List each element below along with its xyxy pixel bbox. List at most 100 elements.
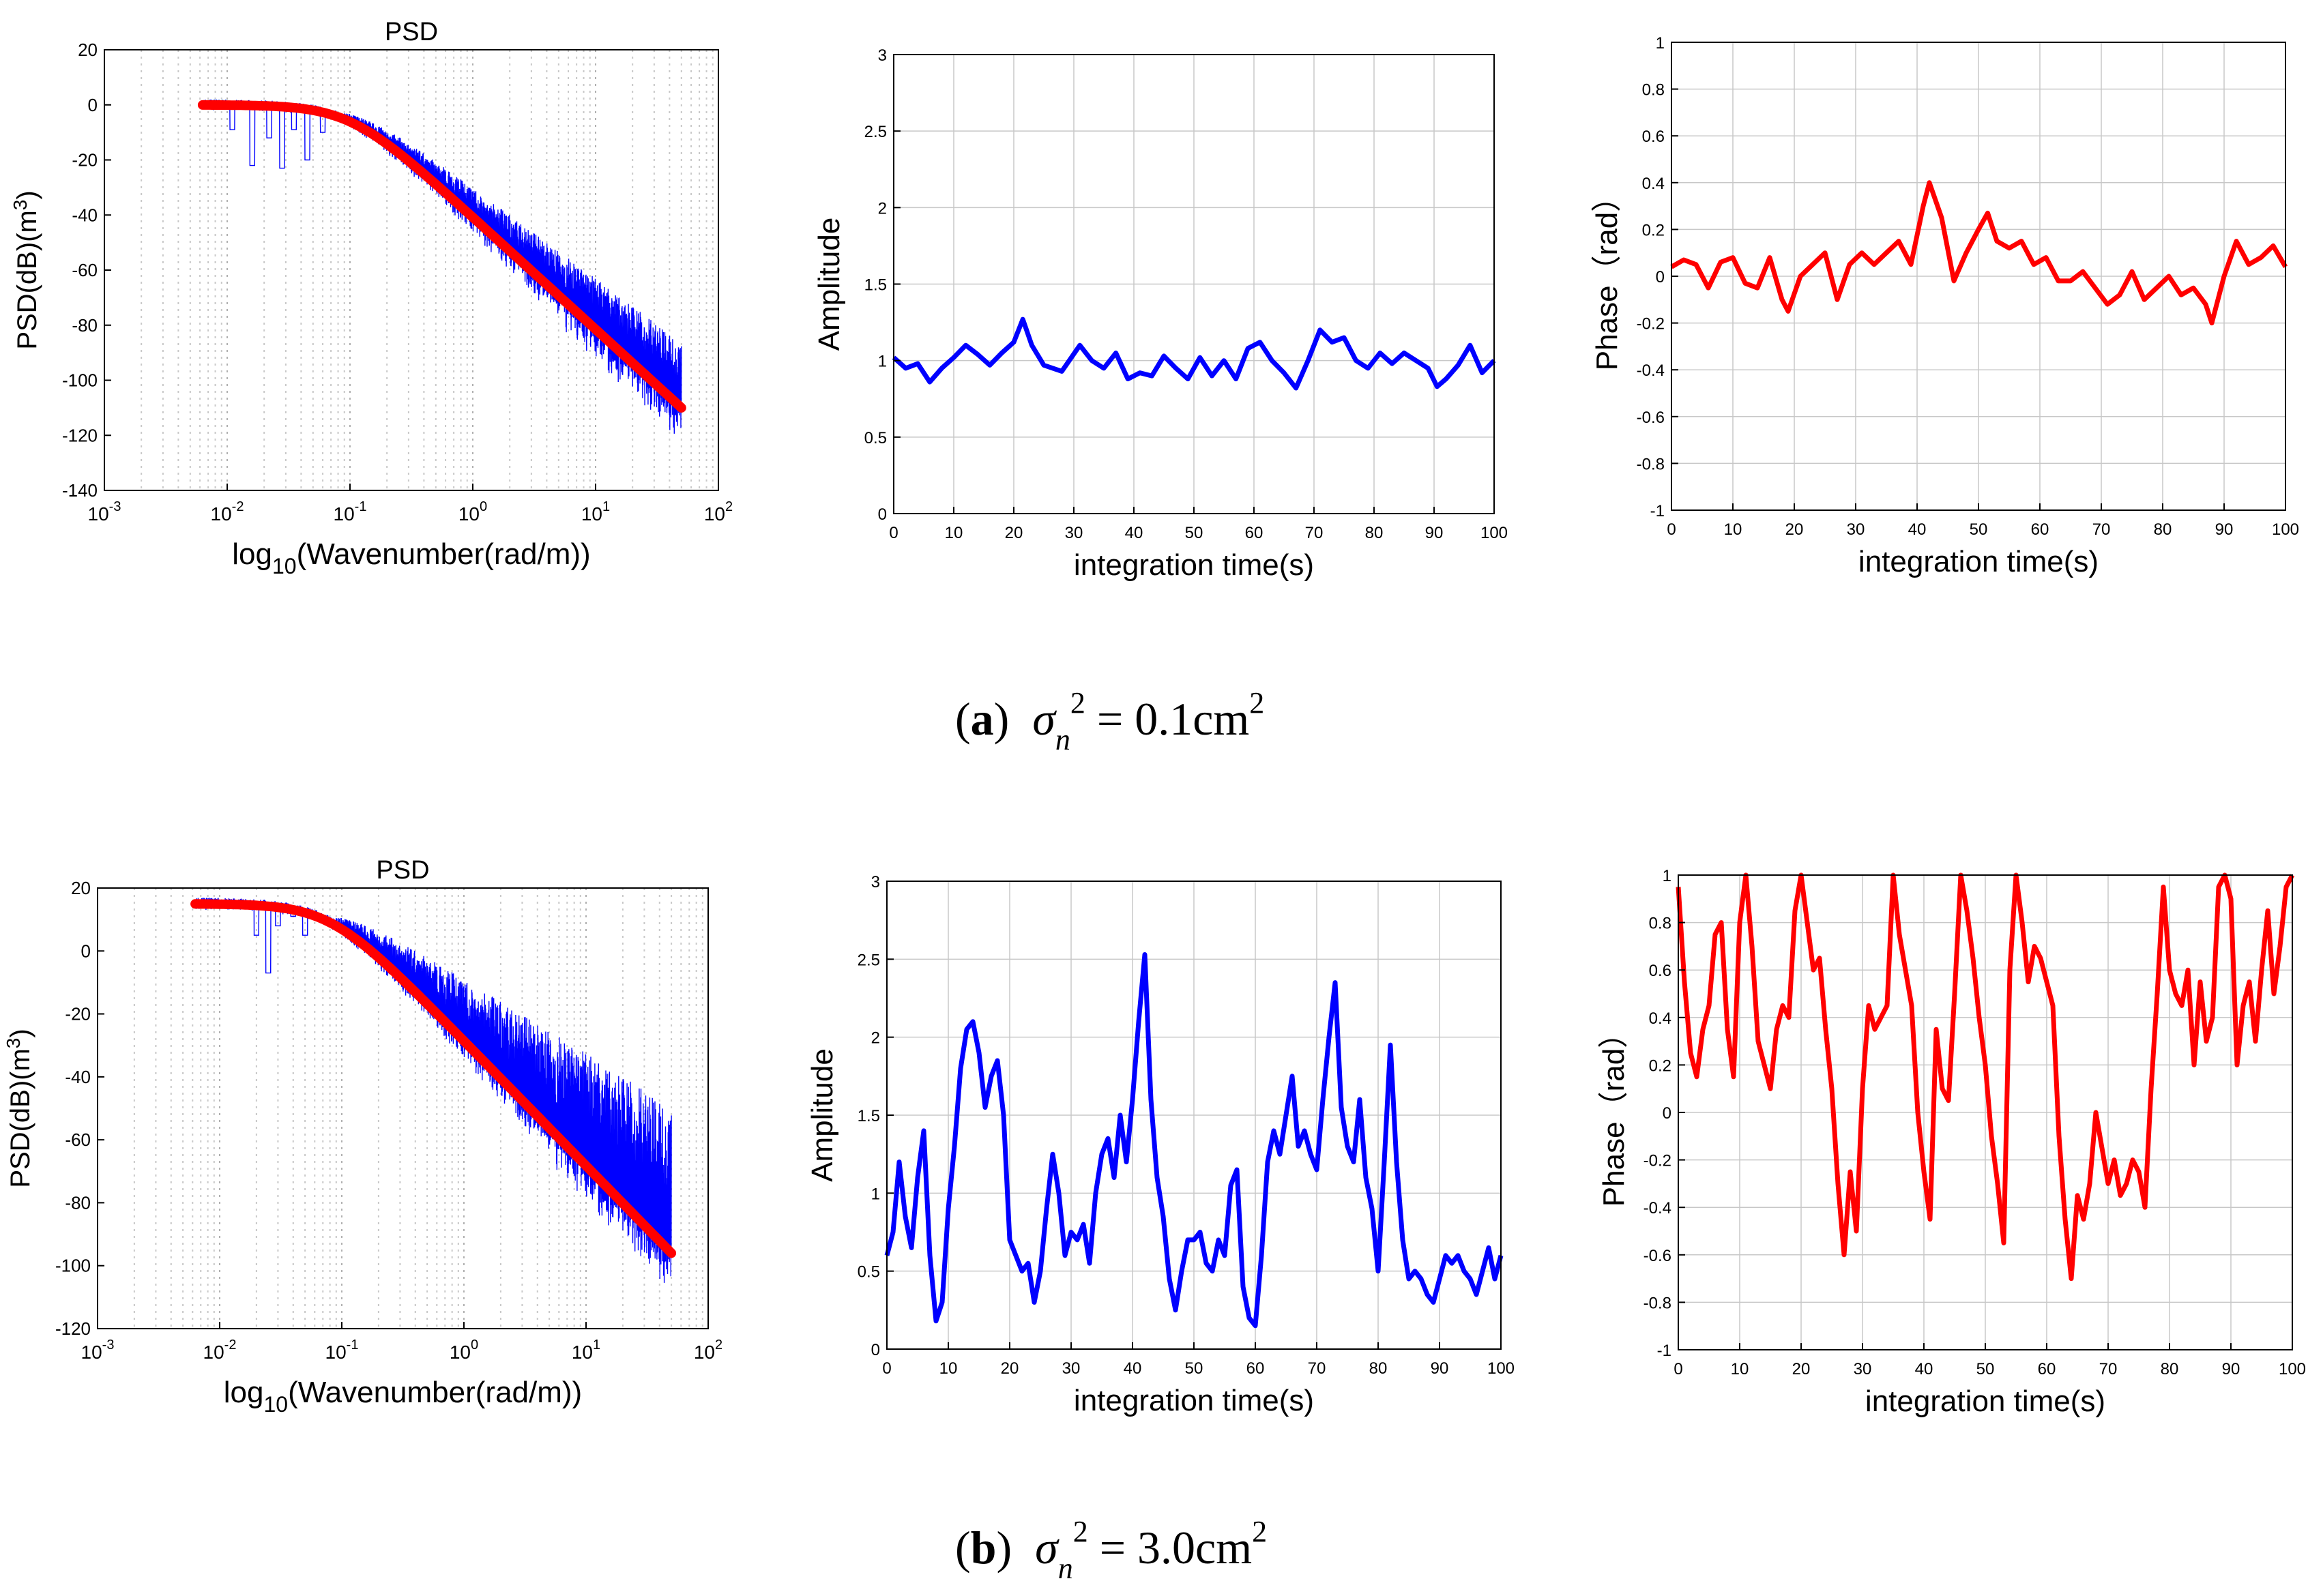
y-tick-label: 0 [878, 505, 887, 524]
y-tick-label: -1 [1657, 1342, 1671, 1360]
y-tick-label: -0.6 [1637, 409, 1665, 427]
x-tick-label: 10-2 [203, 1338, 237, 1363]
x-tick-label: 0 [882, 1359, 891, 1378]
x-tick-label: 40 [1915, 1360, 1933, 1378]
x-tick-label: 20 [1792, 1360, 1811, 1378]
x-tick-label: 60 [1246, 1359, 1265, 1378]
x-tick-label: 0 [1674, 1360, 1682, 1378]
x-axis-label: integration time(s) [1858, 545, 2099, 578]
x-tick-label: 20 [1005, 524, 1023, 542]
x-tick-label: 100 [450, 1338, 478, 1363]
chart-title: PSD [385, 18, 438, 46]
y-tick-label: -100 [62, 370, 98, 391]
y-tick-label: -80 [72, 315, 98, 336]
caption-value: 3.0cm [1137, 1522, 1253, 1573]
x-tick-label: 100 [458, 499, 487, 524]
y-tick-label: 0.2 [1642, 221, 1665, 239]
caption-label-open: ( [955, 693, 971, 745]
x-tick-label: 40 [1124, 1359, 1142, 1378]
caption-subscript: n [1055, 723, 1070, 756]
x-tick-label: 70 [2099, 1360, 2118, 1378]
x-tick-label: 10-1 [334, 499, 367, 524]
x-tick-label: 60 [2031, 520, 2049, 539]
y-tick-label: -20 [65, 1004, 91, 1024]
caption-subscript: n [1057, 1552, 1073, 1585]
x-tick-label: 50 [1976, 1360, 1995, 1378]
y-tick-label: -0.4 [1637, 361, 1665, 380]
y-axis-label: Phase（rad） [1597, 1018, 1631, 1207]
amplitude-chart-b: 3 2.5 2 1.5 1 0.5 00 10 20 30 40 50 60 70 80 90 100 integ… [806, 873, 1515, 1417]
y-axis-label: Amplitude [813, 218, 846, 351]
chart-title: PSD [376, 856, 429, 885]
plot-area [104, 50, 718, 490]
x-axis-label: integration time(s) [1865, 1385, 2105, 1418]
x-tick-label: 30 [1854, 1360, 1872, 1378]
phase-chart-a: 10.80.60.40.20-0.2-0.4-0.6-0.8-10 10 20 30 4… [1590, 34, 2299, 578]
caption-equals: = [1087, 1522, 1138, 1573]
y-tick-label: -40 [65, 1067, 91, 1087]
x-tick-label: 70 [1305, 524, 1324, 542]
caption-superscript: 2 [1072, 1515, 1088, 1548]
y-tick-label: 0 [1656, 268, 1665, 286]
x-tick-label: 10 [1724, 520, 1742, 539]
x-tick-label: 80 [1365, 524, 1384, 542]
y-tick-label: 20 [78, 40, 98, 60]
x-axis-label: log10(Wavenumber(rad/m)) [232, 537, 590, 578]
x-tick-label: 10-2 [211, 499, 244, 524]
caption-sigma: σ [1035, 1522, 1058, 1573]
x-tick-label: 30 [1065, 524, 1083, 542]
x-tick-label: 90 [1431, 1359, 1449, 1378]
y-tick-label: 0.2 [1649, 1056, 1671, 1075]
x-tick-label: 10 [939, 1359, 958, 1378]
caption-b: (b) σn2 = 3.0cm2 [955, 1514, 1267, 1586]
y-tick-label: -0.2 [1644, 1152, 1671, 1170]
caption-label: a [970, 693, 994, 745]
phase-series [1670, 180, 2288, 326]
y-tick-label: 1 [1656, 34, 1665, 53]
x-tick-label: 30 [1847, 520, 1865, 539]
psd-fit-series [197, 100, 686, 413]
y-tick-label: 0.5 [864, 429, 887, 447]
y-tick-label: 20 [71, 878, 91, 898]
y-tick-label: 0 [871, 1341, 880, 1359]
y-tick-label: -0.2 [1637, 315, 1665, 334]
y-tick-label: -100 [55, 1256, 91, 1276]
caption-superscript: 2 [1070, 686, 1085, 720]
x-tick-label: 10-3 [88, 499, 121, 524]
x-axis-label: log10(Wavenumber(rad/m)) [224, 1376, 582, 1417]
x-tick-label: 0 [889, 524, 898, 542]
x-tick-label: 50 [1970, 520, 1988, 539]
y-tick-label: 0.8 [1649, 915, 1671, 933]
y-tick-label: 0 [81, 941, 91, 961]
y-axis-label: PSD(dB)(m3) [3, 1029, 35, 1187]
caption-equals: = [1085, 693, 1135, 745]
y-tick-label: 0.4 [1649, 1009, 1671, 1028]
x-tick-label: 101 [572, 1338, 600, 1363]
x-tick-label: 100 [2279, 1360, 2306, 1378]
x-tick-label: 80 [1369, 1359, 1388, 1378]
psd-measured-series [202, 99, 682, 434]
y-tick-label: -40 [72, 205, 98, 225]
caption-label-open: ( [955, 1522, 971, 1573]
y-tick-label: 0 [1663, 1104, 1671, 1123]
y-tick-label: 1.5 [864, 276, 887, 295]
x-tick-label: 50 [1185, 524, 1203, 542]
y-tick-label: -60 [65, 1129, 91, 1150]
psd-fit-series [190, 899, 677, 1258]
y-tick-label: 0.4 [1642, 175, 1665, 193]
x-tick-label: 102 [694, 1338, 722, 1363]
x-tick-label: 80 [2161, 1360, 2179, 1378]
caption-a: (a) σn2 = 0.1cm2 [955, 685, 1264, 757]
y-tick-label: 2.5 [858, 951, 880, 969]
x-tick-label: 90 [2215, 520, 2234, 539]
y-tick-label: 0 [88, 95, 98, 115]
y-tick-label: -120 [62, 425, 98, 445]
y-tick-label: 0.5 [858, 1263, 880, 1282]
y-tick-label: -120 [55, 1318, 91, 1339]
x-tick-label: 80 [2154, 520, 2172, 539]
caption-value: 0.1cm [1135, 693, 1250, 745]
amplitude-series [892, 316, 1496, 391]
x-tick-label: 20 [1785, 520, 1804, 539]
